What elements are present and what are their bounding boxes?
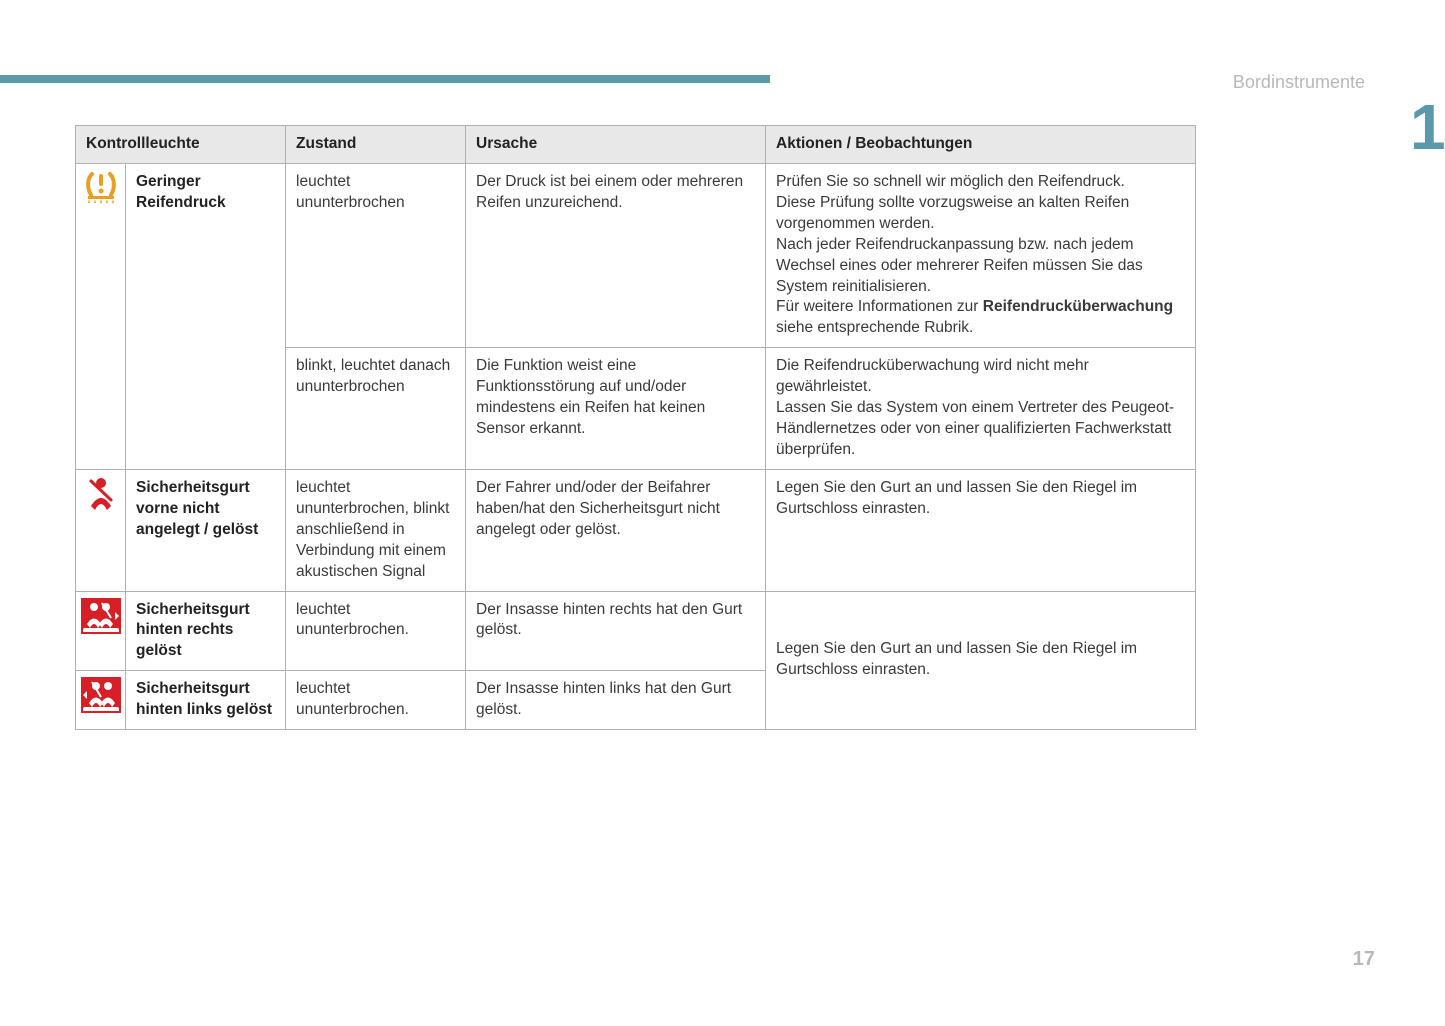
chapter-number: 1 xyxy=(1410,95,1445,159)
warning-lights-table: Kontrollleuchte Zustand Ursache Aktionen… xyxy=(75,125,1196,730)
zustand-cell: leuchtet ununterbrochen. xyxy=(286,671,466,730)
aktion-bold: Reifendrucküberwachung xyxy=(983,298,1173,315)
aktion-cell: Legen Sie den Gurt an und lassen Sie den… xyxy=(766,469,1196,591)
ursache-cell: Der Insasse hinten rechts hat den Gurt g… xyxy=(466,591,766,671)
col-header-ursache: Ursache xyxy=(466,126,766,164)
table-row: Sicherheitsgurt vorne nicht angelegt / g… xyxy=(76,469,1196,591)
ursache-cell: Der Insasse hinten links hat den Gurt ge… xyxy=(466,671,766,730)
col-header-aktionen: Aktionen / Beobachtungen xyxy=(766,126,1196,164)
aktion-line: Diese Prüfung sollte vorzugsweise an kal… xyxy=(776,194,1129,232)
seatbelt-rear-right-icon xyxy=(81,598,121,634)
icon-cell xyxy=(76,591,126,671)
ursache-cell: Die Funktion weist eine Funktionsstörung… xyxy=(466,348,766,470)
table-row: Sicherheitsgurt hinten rechts gelöst leu… xyxy=(76,591,1196,671)
tpms-icon xyxy=(82,170,120,204)
seatbelt-front-icon xyxy=(85,476,117,512)
ursache-cell: Der Druck ist bei einem oder mehreren Re… xyxy=(466,163,766,347)
icon-cell xyxy=(76,469,126,591)
aktion-line: Lassen Sie das System von einem Vertrete… xyxy=(776,399,1174,458)
section-label: Bordinstrumente xyxy=(1233,72,1365,93)
aktion-cell: Prüfen Sie so schnell wir möglich den Re… xyxy=(766,163,1196,347)
aktion-line: Prüfen Sie so schnell wir möglich den Re… xyxy=(776,173,1125,190)
aktion-line: Die Reifendrucküberwachung wird nicht me… xyxy=(776,357,1089,395)
col-header-kontrollleuchte: Kontrollleuchte xyxy=(76,126,286,164)
warning-lights-table-wrap: Kontrollleuchte Zustand Ursache Aktionen… xyxy=(75,125,1195,730)
aktion-cell: Die Reifendrucküberwachung wird nicht me… xyxy=(766,348,1196,470)
icon-cell xyxy=(76,671,126,730)
zustand-cell: leuchtet ununterbrochen, blinkt anschlie… xyxy=(286,469,466,591)
seatbelt-rear-left-icon xyxy=(81,677,121,713)
warning-label: Geringer Reifendruck xyxy=(126,163,286,469)
page-number: 17 xyxy=(1353,948,1375,971)
table-row: Geringer Reifendruck leuchtet ununterbro… xyxy=(76,163,1196,347)
aktion-cell: Legen Sie den Gurt an und lassen Sie den… xyxy=(766,591,1196,730)
aktion-line: siehe entsprechende Rubrik. xyxy=(776,319,973,336)
col-header-zustand: Zustand xyxy=(286,126,466,164)
zustand-cell: leuchtet ununterbrochen xyxy=(286,163,466,347)
warning-label: Sicherheitsgurt hinten links gelöst xyxy=(126,671,286,730)
warning-label: Sicherheitsgurt vorne nicht angelegt / g… xyxy=(126,469,286,591)
aktion-line: Nach jeder Reifendruckanpassung bzw. nac… xyxy=(776,236,1143,295)
warning-label: Sicherheitsgurt hinten rechts gelöst xyxy=(126,591,286,671)
zustand-cell: leuchtet ununterbrochen. xyxy=(286,591,466,671)
zustand-cell: blinkt, leuchtet danach ununterbrochen xyxy=(286,348,466,470)
table-header-row: Kontrollleuchte Zustand Ursache Aktionen… xyxy=(76,126,1196,164)
aktion-line: Für weitere Informationen zur xyxy=(776,298,983,315)
ursache-cell: Der Fahrer und/oder der Beifahrer haben/… xyxy=(466,469,766,591)
top-accent-bar xyxy=(0,75,770,83)
icon-cell xyxy=(76,163,126,469)
